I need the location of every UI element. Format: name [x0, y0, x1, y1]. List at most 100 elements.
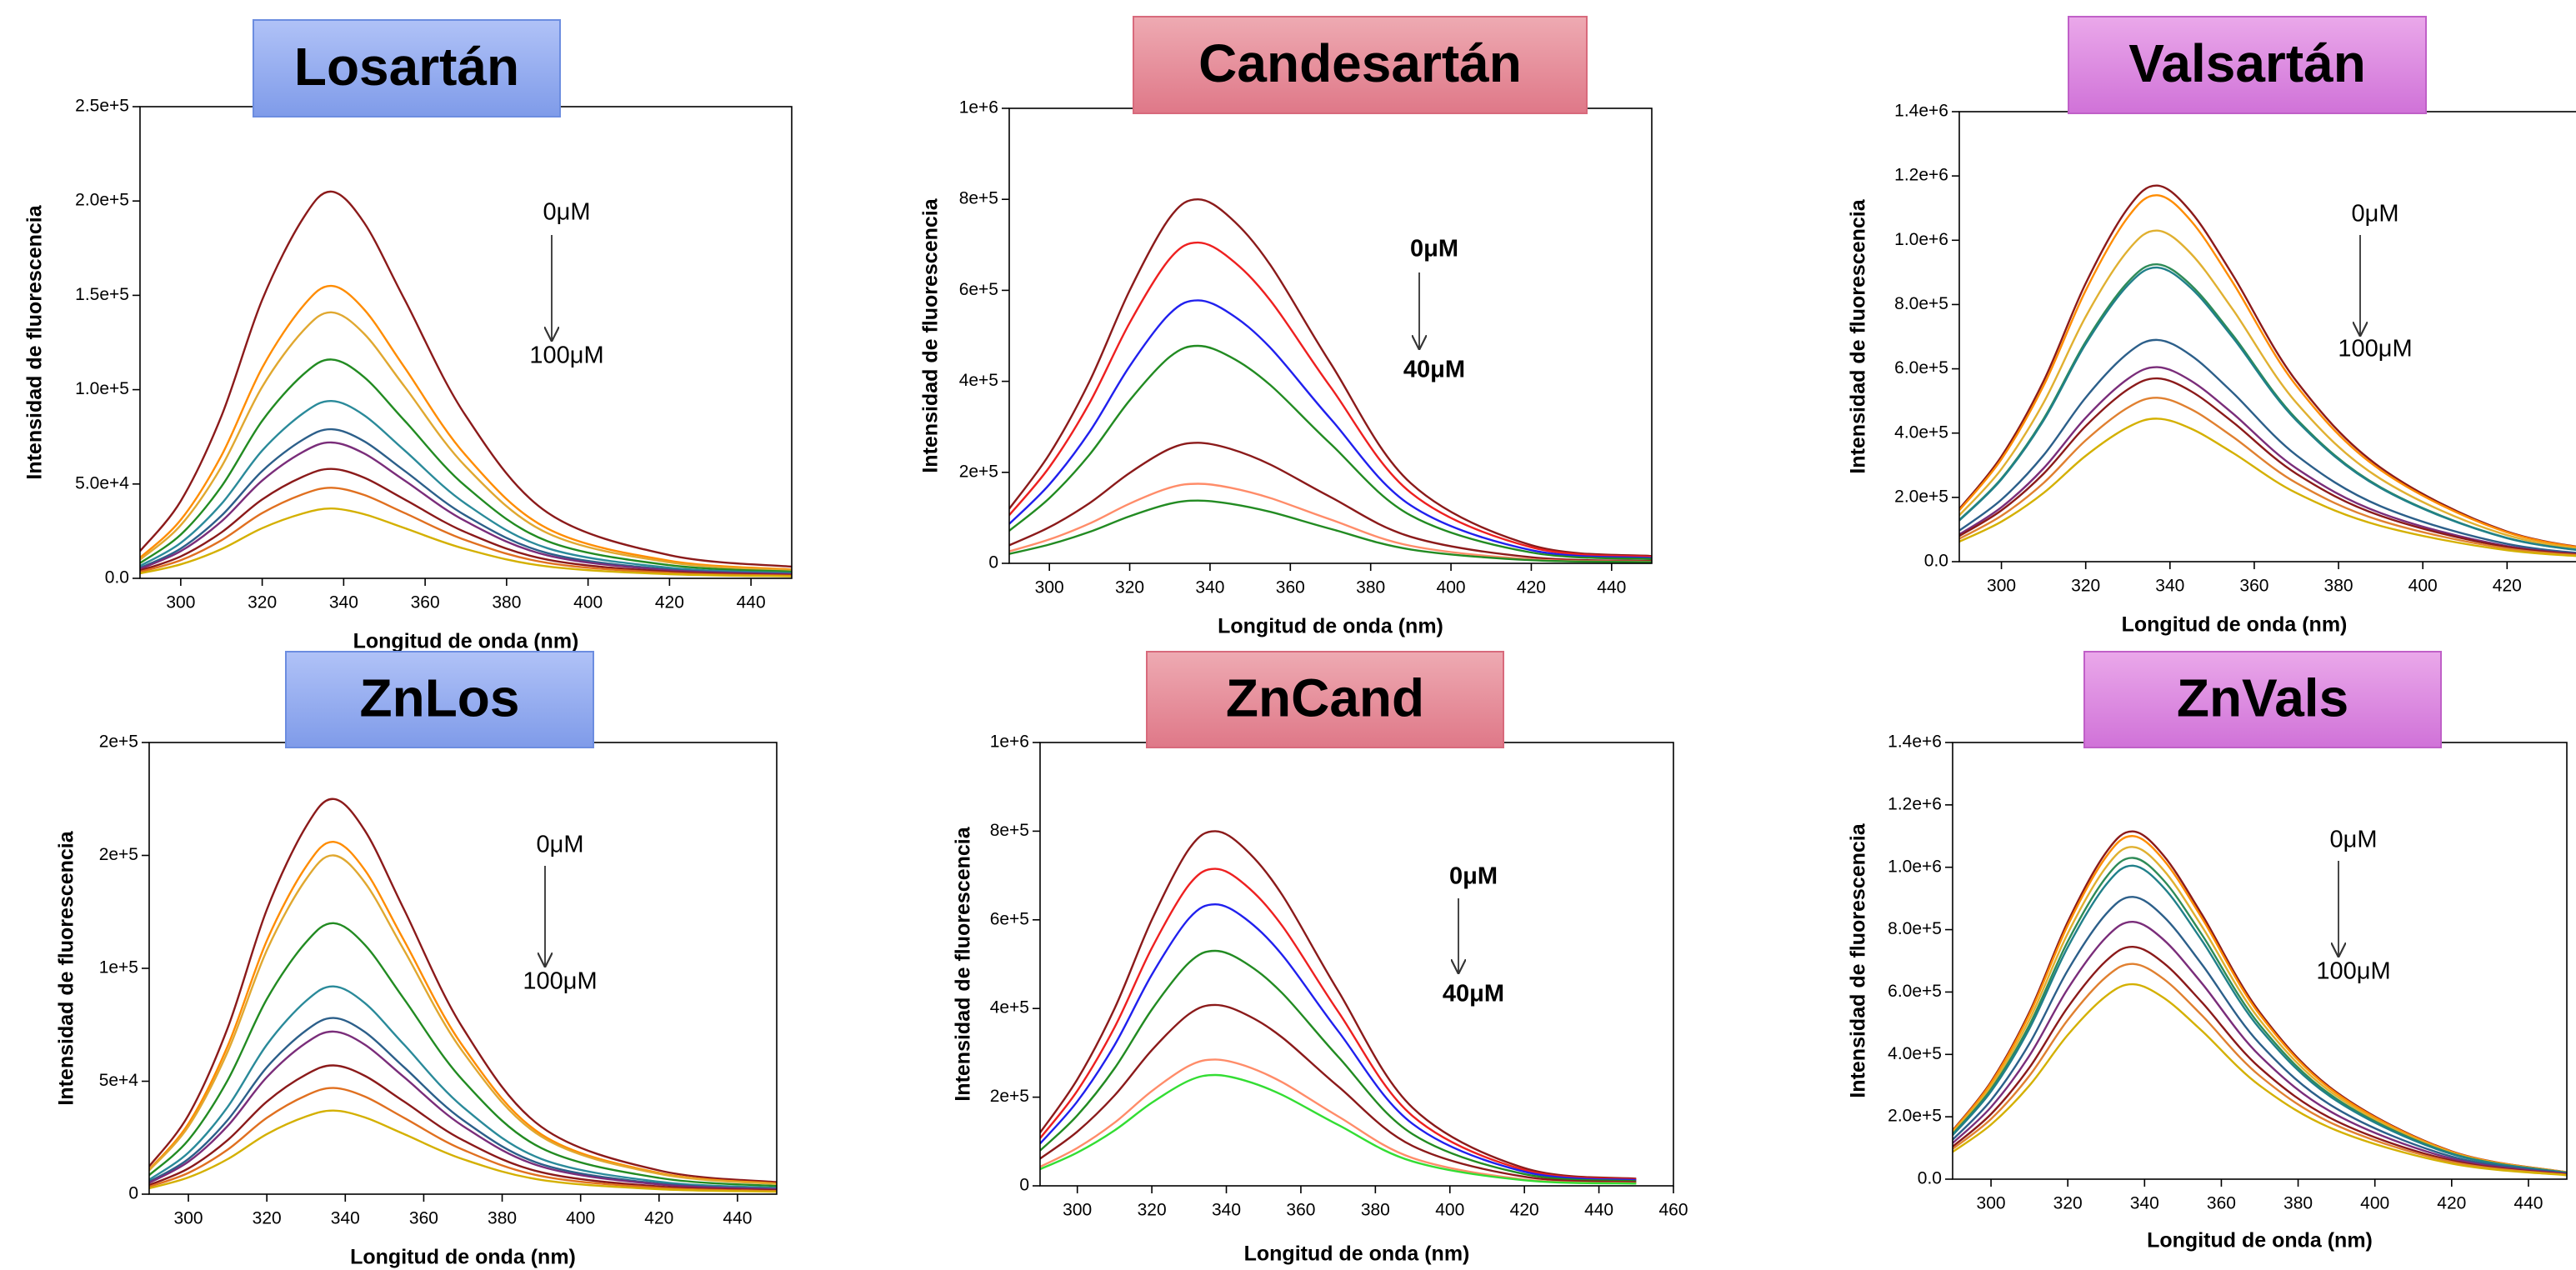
spectrum-line	[1040, 830, 1637, 1180]
spectrum-line	[1959, 266, 2576, 551]
y-tick-label: 4e+5	[990, 998, 1029, 1018]
y-tick-label: 6e+5	[959, 280, 998, 299]
x-tick-label: 300	[174, 1209, 203, 1228]
annotation: 40μM	[1403, 357, 1465, 383]
y-tick-label: 2e+5	[99, 845, 138, 864]
x-tick-label: 420	[2493, 577, 2522, 596]
spectrum-line	[1959, 262, 2576, 551]
y-tick-label: 2e+5	[990, 1087, 1029, 1106]
spectrum-line	[1953, 857, 2567, 1174]
title-box	[285, 651, 594, 748]
spectrum-line	[140, 399, 792, 574]
spectrum-line	[1040, 868, 1637, 1181]
plot-frame	[1039, 742, 1674, 1187]
chart-title: Valsartán	[2128, 33, 2366, 93]
spectrum-line	[1953, 920, 2567, 1175]
x-tick-label: 400	[2360, 1194, 2389, 1213]
x-tick-label: 380	[1361, 1201, 1390, 1220]
x-tick-label: 420	[1517, 578, 1546, 598]
y-tick-label: 4e+5	[959, 371, 998, 390]
spectrum-line	[140, 284, 792, 571]
spectrum-line	[149, 1087, 777, 1192]
spectrum-line	[140, 358, 792, 573]
x-tick-label: 440	[1584, 1201, 1613, 1220]
spectrum-line	[1953, 962, 2567, 1176]
x-axis-label: Longitud de onda (nm)	[2122, 613, 2348, 637]
x-tick-label: 320	[253, 1209, 282, 1228]
spectrum-line	[140, 190, 792, 568]
spectrum-line	[1953, 896, 2567, 1175]
plot-frame	[1008, 108, 1653, 564]
spectrum-line	[1040, 1073, 1637, 1185]
spectrum-line	[1009, 299, 1652, 559]
x-tick-label: 440	[737, 593, 766, 612]
spectrum-line	[1959, 229, 2576, 550]
y-tick-label: 2.0e+5	[1894, 487, 1948, 506]
spectrum-line	[1009, 442, 1652, 562]
title-box	[2068, 16, 2427, 114]
annotation: 0μM	[2352, 201, 2399, 228]
spectrum-line	[1959, 338, 2576, 554]
annotation: 0μM	[543, 199, 591, 226]
y-tick-label: 1.0e+5	[75, 379, 129, 398]
chart-title: Candesartán	[1198, 33, 1522, 93]
y-tick-label: 1.2e+6	[1888, 794, 1942, 813]
spectrum-line	[1959, 397, 2576, 557]
spectrum-line	[1959, 194, 2576, 548]
y-tick-label: 0.0	[1924, 552, 1948, 571]
spectrum-line	[149, 1017, 777, 1190]
y-axis-label: Intensidad de fluorescencia	[1847, 198, 1870, 473]
y-tick-label: 5e+4	[99, 1071, 139, 1090]
spectrum-line	[1959, 184, 2576, 548]
spectrum-line	[1009, 499, 1652, 563]
title-box	[1133, 16, 1588, 114]
y-axis-label: Intensidad de fluorescencia	[919, 198, 943, 472]
spectrum-line	[149, 985, 777, 1189]
x-tick-label: 380	[1356, 578, 1385, 598]
chart-panel: 0 5e+4 1e+5 2e+5 2e+5 300 320 340 360 380 400 420 44…	[55, 732, 778, 1269]
chart-title: ZnCand	[1226, 668, 1424, 728]
spectrum-line	[149, 1064, 777, 1192]
annotation: 100μM	[2316, 958, 2390, 985]
y-tick-label: 0	[988, 553, 998, 572]
spectrum-line	[149, 854, 777, 1185]
spectrum-line	[1009, 241, 1652, 558]
spectrum-line	[1953, 982, 2567, 1177]
y-tick-label: 8e+5	[990, 821, 1029, 840]
x-tick-label: 380	[488, 1209, 517, 1228]
spectrum-line	[1040, 1058, 1637, 1185]
y-tick-label: 4.0e+5	[1894, 422, 1948, 442]
x-axis-label: Longitud de onda (nm)	[2147, 1229, 2373, 1252]
y-tick-label: 0	[128, 1184, 138, 1203]
title-box	[2083, 651, 2442, 748]
spectrum-line	[1953, 945, 2567, 1176]
x-tick-label: 320	[1138, 1201, 1167, 1220]
y-tick-label: 2.0e+5	[75, 191, 129, 210]
annotation: 100μM	[523, 968, 597, 995]
chart-panel: 0.0 2.0e+5 4.0e+5 6.0e+5 8.0e+5 1.0e+6 1.2e+6 1…	[1847, 732, 2568, 1252]
spectrum-line	[1009, 344, 1652, 560]
x-tick-label: 460	[1658, 1201, 1688, 1220]
y-tick-label: 8e+5	[959, 189, 998, 208]
spectrum-line	[1953, 835, 2567, 1173]
x-tick-label: 400	[2408, 577, 2438, 596]
spectrum-line	[1040, 1003, 1637, 1183]
annotation: 0μM	[1449, 863, 1498, 890]
x-tick-label: 360	[2207, 1194, 2236, 1213]
x-tick-label: 340	[329, 593, 358, 612]
x-axis-label: Longitud de onda (nm)	[353, 630, 579, 653]
x-tick-label: 340	[331, 1209, 360, 1228]
spectrum-line	[140, 507, 792, 578]
x-tick-label: 340	[1212, 1201, 1241, 1220]
x-tick-label: 400	[573, 593, 603, 612]
x-tick-label: 300	[1035, 578, 1064, 598]
y-tick-label: 1e+6	[990, 732, 1029, 752]
spectrum-line	[149, 1030, 777, 1191]
x-tick-label: 300	[1987, 577, 2016, 596]
x-tick-label: 400	[1435, 1201, 1464, 1220]
x-tick-label: 420	[644, 1209, 673, 1228]
chart-title: Losartán	[294, 37, 519, 97]
spectrum-line	[149, 1109, 777, 1193]
y-tick-label: 8.0e+5	[1888, 919, 1942, 938]
plot-frame	[1952, 742, 2568, 1180]
